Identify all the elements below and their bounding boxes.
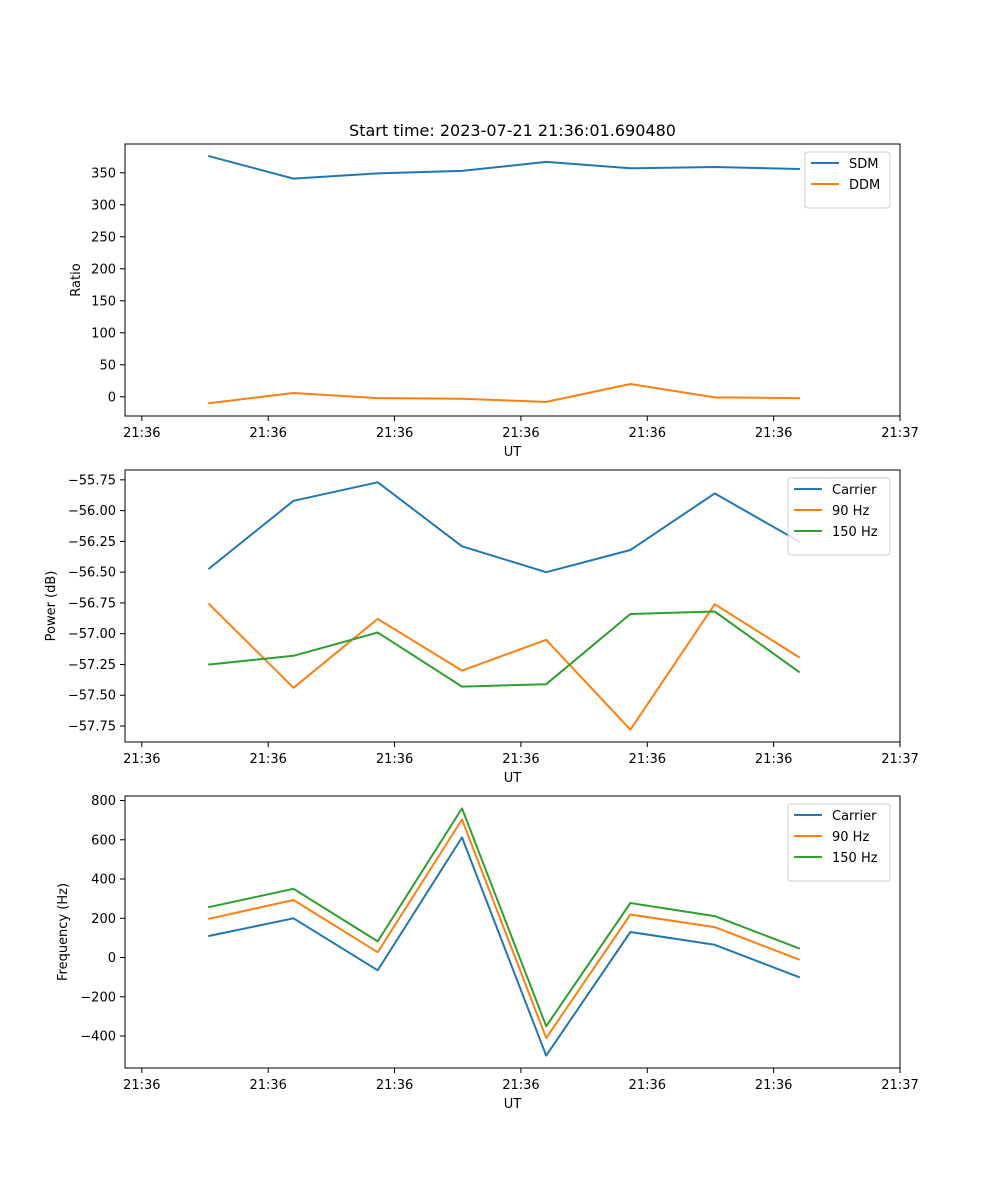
x-tick-label: 21:36 <box>502 1078 539 1093</box>
y-tick-label: −56.50 <box>68 566 116 581</box>
legend: Carrier 90 Hz 150 Hz <box>787 803 891 882</box>
x-axis-label: UT <box>504 445 522 460</box>
y-tick-label: −56.00 <box>68 504 116 519</box>
y-tick-label: 350 <box>91 166 116 181</box>
x-tick-label: 21:36 <box>249 1078 286 1093</box>
legend-label-150-hz: 150 Hz <box>832 851 878 866</box>
y-tick-label: −56.75 <box>68 596 116 611</box>
series-line-150-hz <box>208 807 801 1028</box>
plot-area-frequency: 21:36 21:36 21:36 21:36 21:36 21:36 21:37 −400 −… <box>80 794 918 1093</box>
chart-title: Start time: 2023-07-21 21:36:01.690480 <box>349 121 676 140</box>
x-tick-label: 21:36 <box>249 426 286 441</box>
y-tick-label: 0 <box>108 390 116 405</box>
legend-box <box>787 477 891 556</box>
legend-label-carrier: Carrier <box>832 809 877 824</box>
x-tick-label: 21:36 <box>123 752 160 767</box>
y-tick-label: 50 <box>99 358 116 373</box>
y-axis-label: Ratio <box>69 263 84 296</box>
series-line-sdm <box>207 154 800 180</box>
y-axis-label: Power (dB) <box>44 571 59 642</box>
x-tick-label: 21:36 <box>249 752 286 767</box>
plot-area-ratio: 21:36 21:36 21:36 21:36 21:36 21:36 21:37 0 50 10… <box>91 143 919 441</box>
panel-ratio: Start time: 2023-07-21 21:36:01.690480 2… <box>69 121 919 460</box>
y-axis-label: Frequency (Hz) <box>56 883 71 981</box>
x-tick-label: 21:37 <box>881 752 918 767</box>
axes-frame <box>124 469 901 743</box>
y-tick-label: −55.75 <box>68 473 116 488</box>
legend-label-90-hz: 90 Hz <box>832 504 869 519</box>
x-tick-label: 21:36 <box>755 426 792 441</box>
legend-label-carrier: Carrier <box>832 483 877 498</box>
legend-label-ddm: DDM <box>849 178 880 193</box>
axes-frame <box>124 143 901 417</box>
y-tick-label: −57.50 <box>68 689 116 704</box>
legend-label-90-hz: 90 Hz <box>832 830 869 845</box>
series-line-150-hz <box>208 610 801 688</box>
y-tick-label: 800 <box>91 794 116 809</box>
x-tick-label: 21:36 <box>629 426 666 441</box>
x-tick-label: 21:37 <box>881 1078 918 1093</box>
y-tick-label: 200 <box>91 262 116 277</box>
series-line-90-hz <box>208 818 801 1039</box>
x-tick-label: 21:36 <box>502 752 539 767</box>
y-tick-label: 300 <box>91 198 116 213</box>
x-tick-label: 21:36 <box>629 752 666 767</box>
series-line-ddm <box>208 383 800 405</box>
panel-power: 21:36 21:36 21:36 21:36 21:36 21:36 21:37 −57.7… <box>44 469 919 786</box>
x-tick-label: 21:36 <box>376 1078 413 1093</box>
legend-box <box>787 803 891 882</box>
x-tick-label: 21:37 <box>881 426 918 441</box>
series-line-carrier <box>207 481 801 574</box>
plot-area-power: 21:36 21:36 21:36 21:36 21:36 21:36 21:37 −57.7… <box>68 469 919 767</box>
y-tick-label: 400 <box>91 873 116 888</box>
y-tick-label: −57.75 <box>68 720 116 735</box>
x-tick-label: 21:36 <box>629 1078 666 1093</box>
y-tick-label: −57.00 <box>68 627 116 642</box>
y-tick-label: 250 <box>91 230 116 245</box>
legend: SDM DDM <box>804 151 891 209</box>
x-axis-label: UT <box>504 1097 522 1112</box>
y-tick-label: 200 <box>91 912 116 927</box>
x-tick-label: 21:36 <box>502 426 539 441</box>
legend: Carrier 90 Hz 150 Hz <box>787 477 891 556</box>
legend-label-sdm: SDM <box>849 157 878 172</box>
x-axis-label: UT <box>504 771 522 786</box>
series-line-carrier <box>208 836 801 1057</box>
y-tick-label: 100 <box>91 326 116 341</box>
y-tick-label: 150 <box>91 294 116 309</box>
y-tick-label: −400 <box>80 1030 116 1045</box>
x-tick-label: 21:36 <box>123 1078 160 1093</box>
y-tick-label: −56.25 <box>68 535 116 550</box>
y-tick-label: −200 <box>80 990 116 1005</box>
x-tick-label: 21:36 <box>376 426 413 441</box>
y-tick-label: 0 <box>108 951 116 966</box>
y-tick-label: −57.25 <box>68 658 116 673</box>
x-tick-label: 21:36 <box>376 752 413 767</box>
legend-label-150-hz: 150 Hz <box>832 525 878 540</box>
legend-box <box>804 151 891 209</box>
x-tick-label: 21:36 <box>755 752 792 767</box>
x-tick-label: 21:36 <box>755 1078 792 1093</box>
y-tick-label: 600 <box>91 833 116 848</box>
x-tick-label: 21:36 <box>123 426 160 441</box>
panel-frequency: 21:36 21:36 21:36 21:36 21:36 21:36 21:37 −400 −… <box>56 794 919 1112</box>
series-line-90-hz <box>207 602 801 731</box>
axes-frame <box>124 795 901 1069</box>
